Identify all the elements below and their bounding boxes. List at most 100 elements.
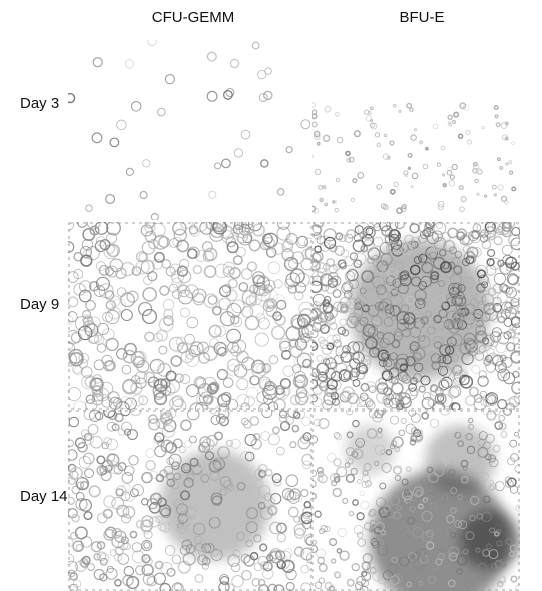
cell bbox=[131, 394, 144, 407]
cell bbox=[141, 498, 149, 506]
cell bbox=[124, 59, 135, 69]
dark-region bbox=[345, 425, 395, 475]
cell bbox=[497, 157, 501, 162]
cell bbox=[278, 410, 288, 419]
cell bbox=[394, 446, 401, 453]
cell bbox=[178, 445, 186, 453]
cell bbox=[178, 258, 190, 270]
cell bbox=[511, 227, 520, 237]
cell bbox=[230, 562, 241, 573]
cell bbox=[485, 433, 495, 444]
cell bbox=[300, 547, 312, 561]
cell bbox=[368, 385, 377, 394]
cell bbox=[240, 402, 250, 410]
cell bbox=[258, 376, 272, 390]
cell bbox=[428, 246, 438, 257]
cell bbox=[116, 348, 128, 360]
cell bbox=[344, 462, 351, 468]
cell bbox=[451, 377, 463, 389]
cell bbox=[279, 340, 291, 353]
cell bbox=[93, 568, 105, 581]
cell bbox=[85, 246, 100, 261]
cell bbox=[342, 497, 349, 504]
cell bbox=[186, 384, 199, 397]
cell bbox=[356, 575, 367, 586]
cell bbox=[514, 431, 519, 437]
cell bbox=[151, 222, 166, 238]
cell bbox=[362, 323, 376, 338]
cell bbox=[333, 199, 337, 204]
cell bbox=[426, 326, 436, 335]
cell bbox=[106, 421, 117, 432]
cell bbox=[450, 532, 457, 539]
cell bbox=[68, 439, 74, 448]
cell bbox=[126, 290, 139, 303]
cell bbox=[331, 397, 340, 406]
cell bbox=[506, 342, 516, 352]
cell bbox=[417, 327, 426, 336]
cell bbox=[418, 580, 424, 586]
cell bbox=[318, 184, 324, 190]
cell bbox=[276, 299, 287, 310]
cell bbox=[497, 259, 505, 267]
cell bbox=[460, 475, 469, 484]
cell bbox=[377, 427, 383, 433]
cell bbox=[355, 396, 366, 407]
cell bbox=[361, 481, 369, 488]
cell bbox=[486, 352, 499, 365]
cell bbox=[389, 351, 398, 361]
cell bbox=[328, 264, 338, 274]
cell bbox=[203, 247, 218, 262]
cell bbox=[497, 580, 504, 588]
cell bbox=[357, 479, 362, 484]
cell bbox=[274, 314, 286, 326]
cell bbox=[249, 303, 265, 319]
cell bbox=[385, 351, 397, 364]
cell bbox=[121, 472, 134, 484]
cell bbox=[289, 394, 301, 406]
cell bbox=[506, 328, 517, 338]
cell bbox=[338, 369, 352, 382]
cell bbox=[354, 319, 368, 333]
cell bbox=[392, 103, 397, 108]
cell bbox=[69, 572, 78, 581]
cell bbox=[87, 332, 100, 344]
cell bbox=[289, 441, 297, 449]
cell bbox=[257, 578, 266, 587]
cell bbox=[218, 415, 230, 427]
cell bbox=[322, 302, 334, 314]
cell bbox=[510, 261, 520, 271]
cell bbox=[313, 130, 321, 138]
cell bbox=[339, 368, 351, 380]
cell bbox=[242, 233, 252, 244]
cell bbox=[214, 325, 227, 337]
cell bbox=[392, 511, 401, 520]
cell bbox=[312, 469, 317, 477]
cell bbox=[180, 462, 192, 474]
cell bbox=[417, 298, 425, 306]
cell bbox=[496, 575, 506, 585]
cell bbox=[158, 345, 168, 355]
cell bbox=[289, 345, 303, 358]
cell bbox=[346, 578, 355, 587]
cell bbox=[295, 235, 308, 249]
cell bbox=[198, 441, 211, 453]
cell bbox=[232, 255, 243, 266]
cell bbox=[312, 102, 316, 108]
cell bbox=[96, 343, 107, 353]
cell bbox=[80, 246, 92, 258]
cell bbox=[263, 90, 273, 101]
cell bbox=[487, 287, 497, 297]
cell bbox=[106, 243, 120, 258]
cell bbox=[359, 585, 369, 591]
cell bbox=[237, 230, 253, 246]
cell bbox=[312, 544, 319, 554]
cell bbox=[293, 290, 304, 301]
cell bbox=[236, 481, 246, 491]
cell bbox=[415, 566, 423, 574]
cell bbox=[225, 439, 234, 447]
cell bbox=[295, 272, 310, 288]
cell bbox=[374, 460, 380, 466]
cell bbox=[420, 477, 427, 484]
cell bbox=[210, 492, 223, 505]
